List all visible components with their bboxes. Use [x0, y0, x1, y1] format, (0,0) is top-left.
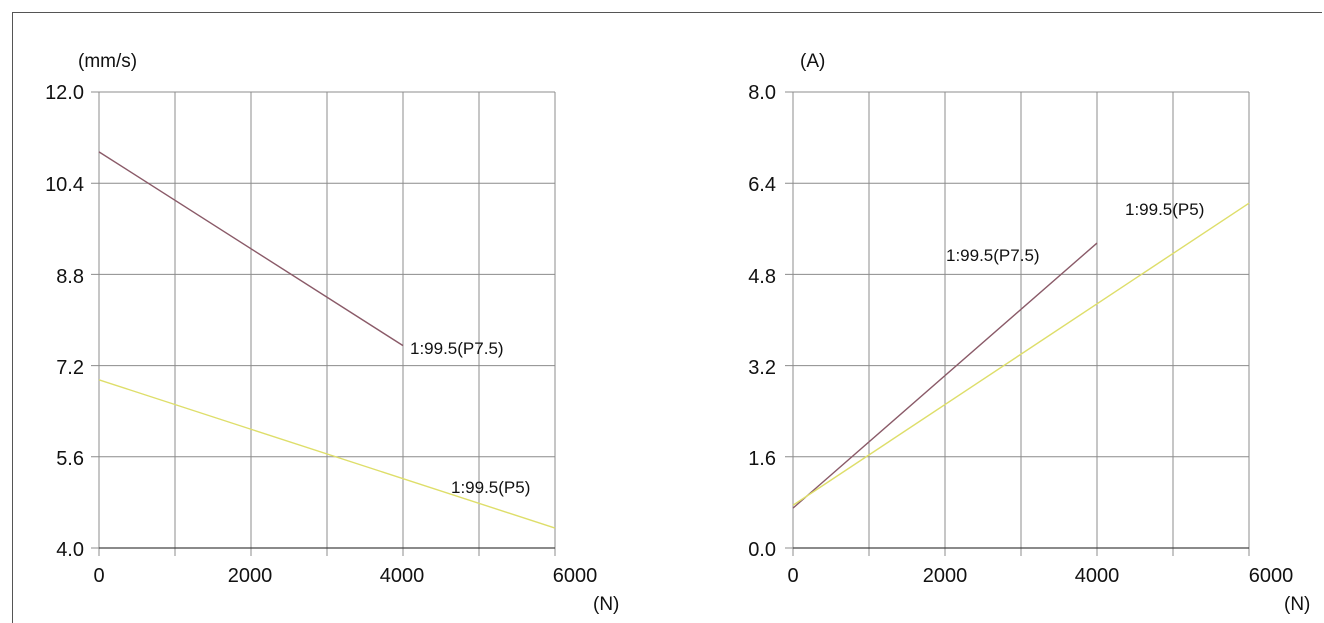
speed-y-tick: 7.2 — [56, 357, 84, 379]
current-series-label-p5: 1:99.5(P5) — [1125, 200, 1204, 219]
current-x-tick: 4000 — [1075, 565, 1120, 587]
current-y-tick: 3.2 — [748, 357, 776, 379]
current-series-line — [792, 242, 1098, 509]
speed-y-tick: 12.0 — [45, 82, 84, 104]
figure-frame — [12, 12, 1322, 623]
current-x-tick: 2000 — [923, 565, 968, 587]
speed-y-tick: 8.8 — [56, 266, 84, 288]
current-x-tick: 0 — [787, 565, 798, 587]
current-x-unit: (N) — [1284, 594, 1310, 615]
current-series-label-p75: 1:99.5(P7.5) — [946, 246, 1040, 265]
speed-series-label-p75: 1:99.5(P7.5) — [410, 339, 504, 358]
speed-x-tick: 4000 — [380, 565, 425, 587]
speed-x-tick: 6000 — [553, 565, 598, 587]
speed-y-unit: (mm/s) — [78, 51, 137, 72]
speed-y-tick: 10.4 — [45, 174, 84, 196]
current-chart: (A) (N) 8.0 6.4 4.8 3.2 1.6 0.0 0 2000 4… — [748, 51, 1310, 615]
current-chart-grid — [785, 91, 1250, 556]
speed-chart: (mm/s) (N) 12.0 10.4 8.8 7.2 5.6 4.0 0 2… — [45, 51, 619, 615]
speed-x-unit: (N) — [593, 594, 619, 615]
speed-x-tick: 2000 — [228, 565, 273, 587]
speed-series-line — [98, 151, 404, 347]
speed-series-line — [98, 379, 556, 529]
current-chart-series — [792, 202, 1250, 509]
current-y-tick: 8.0 — [748, 82, 776, 104]
speed-series-label-p5: 1:99.5(P5) — [451, 478, 530, 497]
current-y-tick: 0.0 — [748, 539, 776, 561]
current-series-line — [792, 202, 1250, 506]
current-y-tick: 4.8 — [748, 266, 776, 288]
current-y-unit: (A) — [800, 51, 825, 72]
speed-chart-series — [98, 151, 556, 529]
current-y-tick: 6.4 — [748, 174, 776, 196]
current-y-tick: 1.6 — [748, 448, 776, 470]
speed-y-tick: 4.0 — [56, 539, 84, 561]
speed-x-tick: 0 — [93, 565, 104, 587]
current-x-tick: 6000 — [1249, 565, 1294, 587]
speed-y-tick: 5.6 — [56, 448, 84, 470]
